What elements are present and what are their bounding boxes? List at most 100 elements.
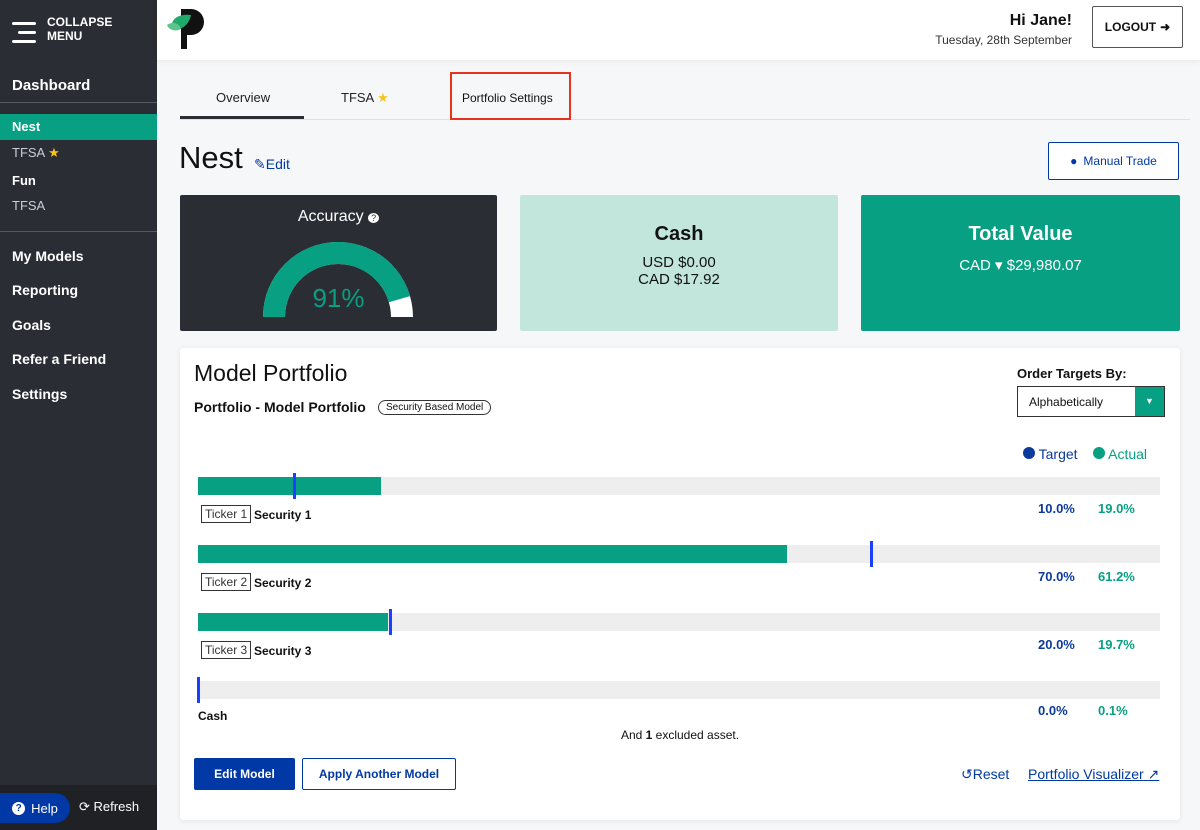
portfolio-visualizer-link[interactable]: Portfolio Visualizer ↗ bbox=[1028, 766, 1159, 783]
excluded-text: excluded asset. bbox=[652, 728, 740, 742]
cash-title: Cash bbox=[654, 223, 704, 245]
help-button[interactable]: ? Help bbox=[0, 793, 70, 823]
accuracy-value: 91% bbox=[312, 283, 365, 313]
currency-select[interactable]: CAD ▾ bbox=[959, 257, 1002, 274]
model-type-badge: Security Based Model bbox=[378, 400, 492, 415]
edit-link[interactable]: ✎Edit bbox=[254, 156, 290, 173]
currency-label: CAD bbox=[959, 257, 991, 274]
actual-fill bbox=[198, 477, 381, 495]
allocation-bar bbox=[198, 473, 1160, 499]
ticker-badge: Ticker 2 bbox=[201, 573, 252, 591]
security-name: Cash bbox=[198, 709, 228, 723]
sidebar-item-nest[interactable]: Nest bbox=[0, 114, 157, 140]
total-value: $29,980.07 bbox=[1006, 257, 1082, 274]
actual-percent: 19.0% bbox=[1098, 501, 1135, 516]
logout-label: LOGOUT bbox=[1104, 20, 1157, 34]
allocation-bar bbox=[198, 541, 1160, 567]
actual-fill bbox=[198, 545, 787, 563]
allocation-bar bbox=[198, 609, 1160, 635]
sidebar-item-my-models[interactable]: My Models bbox=[12, 248, 84, 264]
allocation-bar bbox=[197, 677, 1160, 703]
reset-button[interactable]: ↺Reset bbox=[961, 766, 1009, 783]
cash-usd: USD $0.00 bbox=[642, 254, 716, 271]
sidebar-item-tfsa[interactable]: TFSA ★ bbox=[12, 145, 60, 161]
actual-dot-icon bbox=[1093, 447, 1105, 459]
sidebar-item-tfsa-2[interactable]: TFSA bbox=[12, 198, 46, 213]
tab-label: Portfolio Settings bbox=[462, 91, 553, 105]
undo-icon: ↺ bbox=[961, 766, 973, 782]
model-subtitle: Portfolio - Model Portfolio bbox=[194, 399, 366, 415]
menu-label: MENU bbox=[47, 29, 83, 43]
sidebar: COLLAPSE MENU Dashboard Nest TFSA ★ Fun T… bbox=[0, 0, 157, 830]
divider bbox=[0, 231, 157, 232]
manual-trade-label: Manual Trade bbox=[1083, 154, 1157, 168]
edit-model-button[interactable]: Edit Model bbox=[194, 758, 295, 790]
caret-down-icon: ▼ bbox=[1135, 387, 1164, 416]
target-percent: 0.0% bbox=[1038, 703, 1068, 718]
collapse-label: COLLAPSE bbox=[47, 15, 113, 29]
sidebar-item-dashboard[interactable]: Dashboard bbox=[12, 77, 91, 94]
manual-trade-button[interactable]: ● Manual Trade bbox=[1048, 142, 1179, 180]
pencil-icon: ✎ bbox=[254, 156, 266, 172]
actual-fill bbox=[198, 613, 388, 631]
sidebar-footer: ? Help ⟳ Refresh bbox=[0, 785, 157, 830]
legend-label: Target bbox=[1038, 446, 1078, 462]
accuracy-card: Accuracy ? 91% bbox=[180, 195, 497, 331]
security-name: Security 2 bbox=[254, 576, 312, 590]
help-label: Help bbox=[31, 800, 58, 816]
total-title: Total Value bbox=[968, 223, 1073, 245]
account-label: Nest bbox=[12, 119, 41, 134]
accuracy-title: Accuracy bbox=[297, 208, 364, 225]
active-tab-indicator bbox=[180, 116, 304, 119]
excluded-assets-note: And 1 excluded asset. bbox=[180, 728, 1180, 742]
apply-another-model-button[interactable]: Apply Another Model bbox=[302, 758, 456, 790]
clock-icon: ● bbox=[1070, 154, 1078, 168]
target-marker bbox=[870, 541, 874, 567]
security-name: Security 3 bbox=[254, 644, 312, 658]
tab-portfolio-settings[interactable]: Portfolio Settings bbox=[450, 72, 571, 120]
edit-label: Edit bbox=[265, 156, 290, 172]
sidebar-item-fun[interactable]: Fun bbox=[12, 173, 36, 188]
logo bbox=[167, 9, 204, 49]
target-percent: 20.0% bbox=[1038, 637, 1075, 652]
star-icon: ★ bbox=[377, 90, 389, 105]
account-label: TFSA bbox=[12, 145, 45, 160]
target-marker bbox=[389, 609, 393, 635]
sidebar-item-refer[interactable]: Refer a Friend bbox=[12, 351, 107, 367]
tab-label: TFSA bbox=[341, 90, 374, 105]
sign-out-icon: ➜ bbox=[1160, 20, 1171, 34]
sidebar-item-settings[interactable]: Settings bbox=[12, 386, 68, 402]
target-percent: 70.0% bbox=[1038, 569, 1075, 584]
refresh-button[interactable]: ⟳ Refresh bbox=[79, 799, 139, 815]
ticker-badge: Ticker 1 bbox=[201, 505, 252, 523]
target-marker bbox=[197, 677, 200, 703]
actual-percent: 19.7% bbox=[1098, 637, 1135, 652]
tab-overview[interactable]: Overview bbox=[216, 90, 271, 105]
star-icon: ★ bbox=[48, 145, 60, 160]
model-title: Model Portfolio bbox=[194, 360, 348, 386]
sidebar-item-goals[interactable]: Goals bbox=[12, 317, 51, 333]
cash-cad: CAD $17.92 bbox=[638, 271, 720, 288]
refresh-label: Refresh bbox=[93, 799, 140, 814]
order-value: Alphabetically bbox=[1029, 395, 1104, 409]
actual-percent: 0.1% bbox=[1098, 703, 1128, 718]
target-marker bbox=[293, 473, 297, 499]
target-percent: 10.0% bbox=[1038, 501, 1075, 516]
date: Tuesday, 28th September bbox=[935, 33, 1072, 47]
collapse-menu-label[interactable]: COLLAPSE MENU bbox=[47, 15, 112, 43]
collapse-menu-button[interactable] bbox=[12, 22, 36, 49]
question-icon: ? bbox=[12, 801, 26, 815]
order-label: Order Targets By: bbox=[1017, 366, 1127, 381]
tab-tfsa[interactable]: TFSA ★ bbox=[341, 90, 389, 106]
target-dot-icon bbox=[1023, 447, 1035, 459]
sidebar-item-reporting[interactable]: Reporting bbox=[12, 282, 79, 298]
legend-target: Target bbox=[1023, 446, 1078, 462]
order-select[interactable]: Alphabetically ▼ bbox=[1017, 386, 1165, 417]
logout-button[interactable]: LOGOUT ➜ bbox=[1092, 6, 1183, 48]
total-value-card: Total Value CAD ▾ $29,980.07 bbox=[861, 195, 1180, 331]
caret-down-icon: ▾ bbox=[995, 257, 1003, 274]
cash-card: Cash USD $0.00 CAD $17.92 bbox=[520, 195, 838, 331]
greeting: Hi Jane! bbox=[1009, 12, 1072, 29]
help-icon[interactable]: ? bbox=[368, 213, 380, 223]
ticker-badge: Ticker 3 bbox=[201, 641, 252, 659]
